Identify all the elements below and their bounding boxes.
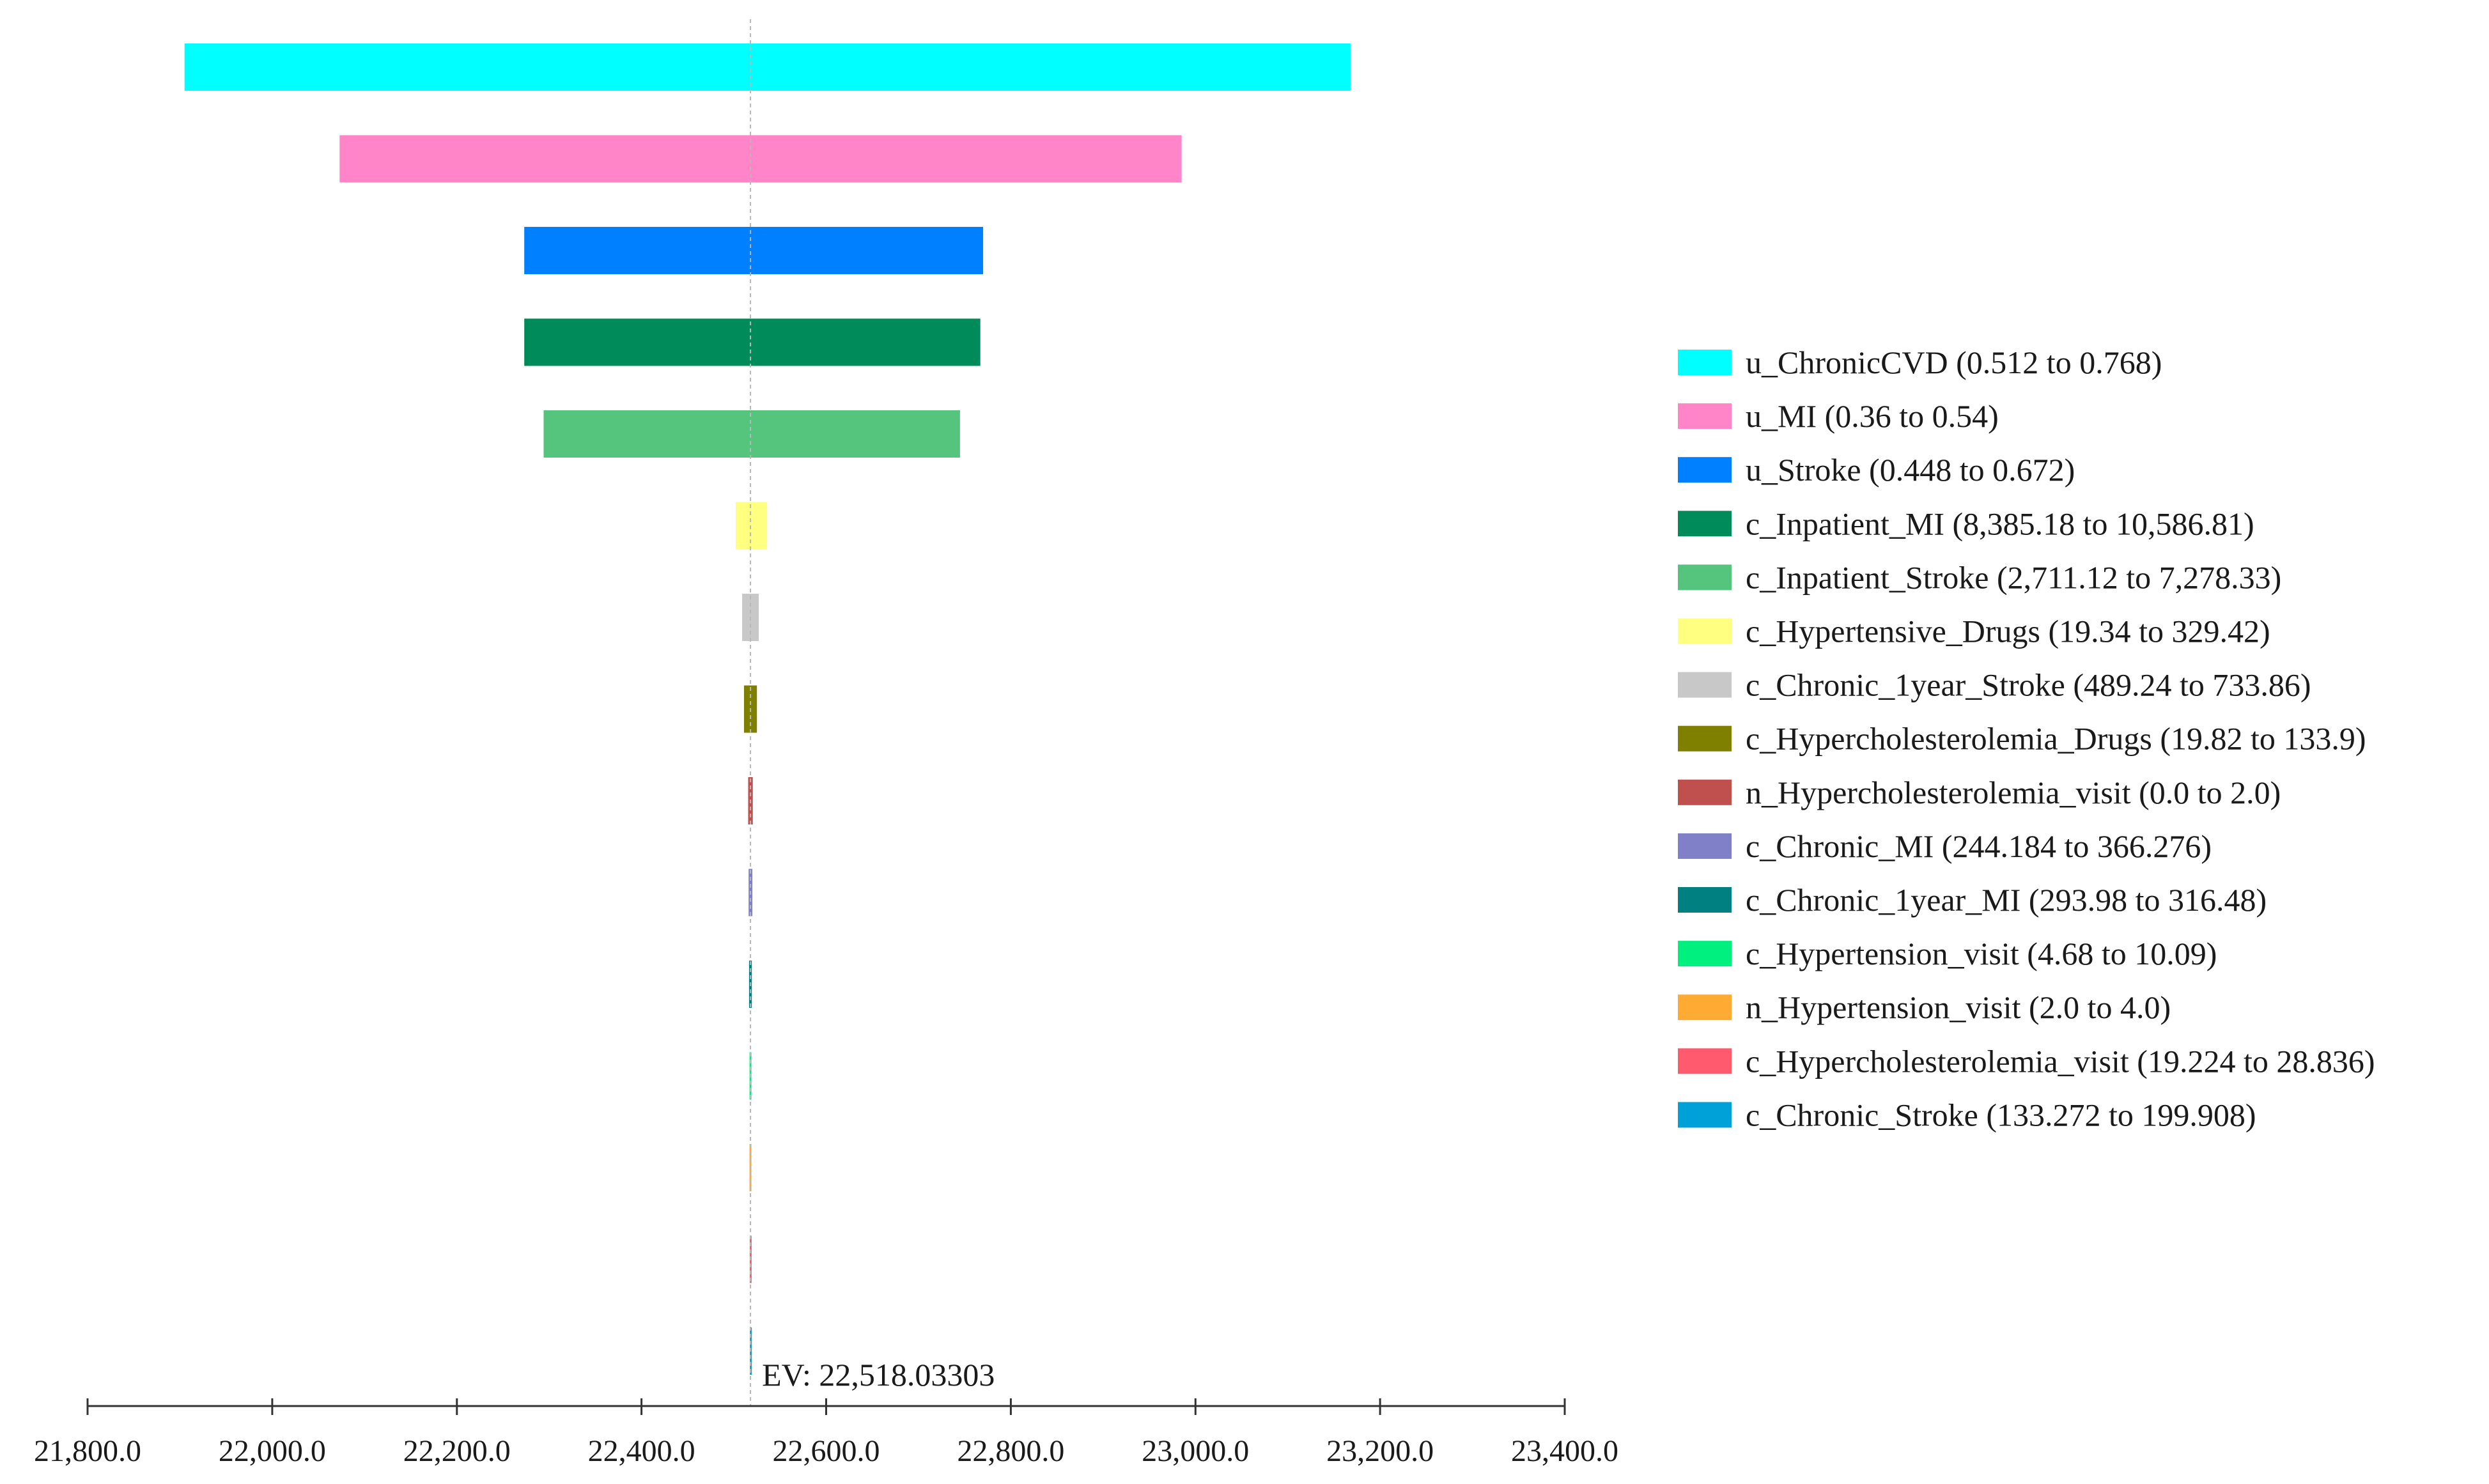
ev-label: EV: 22,518.03303 xyxy=(762,1357,995,1393)
legend-item: c_Chronic_1year_MI (293.98 to 316.48) xyxy=(1678,882,2267,918)
x-tick-label: 21,800.0 xyxy=(34,1434,141,1468)
legend-item: c_Hypercholesterolemia_Drugs (19.82 to 1… xyxy=(1678,721,2366,757)
legend-item: c_Hypertensive_Drugs (19.34 to 329.42) xyxy=(1678,614,2270,649)
x-tick-label: 22,400.0 xyxy=(588,1434,695,1468)
legend-item: u_MI (0.36 to 0.54) xyxy=(1678,398,1999,434)
x-tick-label: 22,200.0 xyxy=(403,1434,511,1468)
x-axis: 21,800.0 22,000.0 22,200.0 22,400.0 22,600.0… xyxy=(34,1398,1618,1468)
legend-label: c_Hypertension_visit (4.68 to 10.09) xyxy=(1746,936,2217,971)
legend-swatch xyxy=(1678,350,1732,375)
legend: u_ChronicCVD (0.512 to 0.768) u_MI (0.36 … xyxy=(1678,344,2375,1132)
legend-label: u_Stroke (0.448 to 0.672) xyxy=(1746,452,2075,488)
legend-label: c_Inpatient_Stroke (2,711.12 to 7,278.33… xyxy=(1746,559,2281,595)
x-tick-label: 22,000.0 xyxy=(219,1434,326,1468)
legend-label: n_Hypertension_visit (2.0 to 4.0) xyxy=(1746,989,2171,1025)
legend-swatch xyxy=(1678,1048,1732,1074)
legend-label: c_Inpatient_MI (8,385.18 to 10,586.81) xyxy=(1746,506,2254,541)
legend-item: c_Chronic_Stroke (133.272 to 199.908) xyxy=(1678,1097,2256,1132)
legend-item: n_Hypercholesterolemia_visit (0.0 to 2.0… xyxy=(1678,775,2281,810)
bar-u_ChronicCVD xyxy=(184,43,1351,91)
x-tick-label: 23,000.0 xyxy=(1142,1434,1249,1468)
legend-label: c_Chronic_1year_MI (293.98 to 316.48) xyxy=(1746,882,2267,918)
legend-label: c_Hypertensive_Drugs (19.34 to 329.42) xyxy=(1746,614,2270,649)
legend-item: u_ChronicCVD (0.512 to 0.768) xyxy=(1678,344,2162,380)
x-tick-label: 23,400.0 xyxy=(1511,1434,1618,1468)
legend-item: u_Stroke (0.448 to 0.672) xyxy=(1678,452,2075,488)
legend-swatch xyxy=(1678,672,1732,698)
legend-item: n_Hypertension_visit (2.0 to 4.0) xyxy=(1678,989,2171,1025)
legend-swatch xyxy=(1678,457,1732,483)
legend-item: c_Chronic_MI (244.184 to 366.276) xyxy=(1678,828,2212,864)
legend-label: u_MI (0.36 to 0.54) xyxy=(1746,398,1999,434)
legend-swatch xyxy=(1678,1102,1732,1128)
legend-swatch xyxy=(1678,618,1732,644)
legend-swatch xyxy=(1678,511,1732,537)
bar-c_Inpatient_Stroke xyxy=(543,410,960,458)
legend-label: n_Hypercholesterolemia_visit (0.0 to 2.0… xyxy=(1746,775,2281,810)
legend-swatch xyxy=(1678,833,1732,859)
legend-label: u_ChronicCVD (0.512 to 0.768) xyxy=(1746,344,2162,380)
legend-label: c_Chronic_1year_Stroke (489.24 to 733.86… xyxy=(1746,667,2311,703)
legend-swatch xyxy=(1678,887,1732,913)
legend-swatch xyxy=(1678,941,1732,967)
legend-label: c_Hypercholesterolemia_Drugs (19.82 to 1… xyxy=(1746,721,2366,757)
bar-u_MI xyxy=(339,135,1182,183)
legend-label: c_Chronic_Stroke (133.272 to 199.908) xyxy=(1746,1097,2256,1132)
legend-item: c_Hypertension_visit (4.68 to 10.09) xyxy=(1678,936,2217,971)
legend-item: c_Hypercholesterolemia_visit (19.224 to … xyxy=(1678,1043,2375,1079)
x-tick-label: 22,800.0 xyxy=(957,1434,1064,1468)
legend-item: c_Inpatient_Stroke (2,711.12 to 7,278.33… xyxy=(1678,559,2281,595)
legend-label: c_Chronic_MI (244.184 to 366.276) xyxy=(1746,828,2212,864)
legend-item: c_Inpatient_MI (8,385.18 to 10,586.81) xyxy=(1678,506,2254,541)
bar-c_Inpatient_MI xyxy=(524,318,981,366)
bar-u_Stroke xyxy=(524,227,984,274)
legend-item: c_Chronic_1year_Stroke (489.24 to 733.86… xyxy=(1678,667,2311,703)
x-tick-label: 22,600.0 xyxy=(773,1434,880,1468)
x-tick-label: 23,200.0 xyxy=(1326,1434,1434,1468)
legend-swatch xyxy=(1678,564,1732,591)
bars-layer xyxy=(184,43,1351,1375)
bar-c_Hypertensive_Drugs xyxy=(736,502,768,550)
legend-swatch xyxy=(1678,994,1732,1021)
legend-label: c_Hypercholesterolemia_visit (19.224 to … xyxy=(1746,1043,2375,1079)
legend-swatch xyxy=(1678,725,1732,752)
legend-swatch xyxy=(1678,779,1732,805)
legend-swatch xyxy=(1678,403,1732,429)
